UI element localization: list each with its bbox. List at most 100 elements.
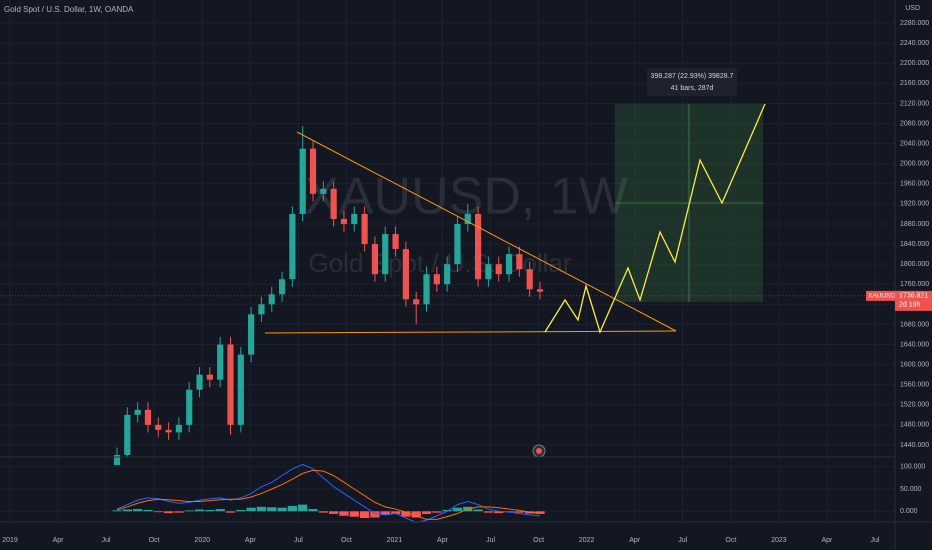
time-tick-label: Jul [102,537,111,544]
candle-body [227,344,234,425]
candle-body [475,213,482,280]
candle-body [526,269,533,290]
macd-histogram-bar [514,511,525,513]
macd-histogram-bar [287,505,298,512]
price-tick-label: 2240.000 [900,40,929,47]
time-tick-label: Apr [821,537,833,544]
price-tick-label: 1800.000 [900,261,929,268]
macd-histogram-bar [225,511,236,513]
candle-body [495,264,502,275]
candle-body [382,234,389,275]
symbol-tag [866,290,895,301]
price-tick-label: 1440.000 [900,442,929,449]
candle-body [175,424,182,433]
price-tick-label: 2000.000 [900,161,929,168]
symbol-tag-text: XAUUSD [868,293,895,300]
time-tick-label: 2019 [2,537,18,544]
time-tick-label: 2021 [387,537,403,544]
macd-histogram-bar [174,511,184,513]
time-tick-label: Jul [871,537,880,544]
candle-body [155,424,162,430]
price-tick-label: 1960.000 [900,181,929,188]
macd-histogram-bar [452,507,463,512]
macd-histogram-bar [390,511,401,514]
candle-body [433,274,440,285]
candle-body [258,304,265,315]
macd-histogram-bar [256,506,267,512]
candle-body [113,454,121,466]
macd-histogram-bar [215,509,225,512]
price-tick-label: 2040.000 [900,140,929,147]
macd-histogram-bar [163,511,174,514]
candle-body [351,213,358,224]
macd-histogram-bar [421,511,432,514]
candle-body [165,429,172,433]
indicator-tick-label: 0.000 [900,508,918,515]
candle-body [361,213,368,245]
time-tick-label: Jul [678,537,687,544]
measure-label-box [647,68,737,96]
time-tick-label: Apr [437,537,449,544]
symbol-header: Gold Spot / U.S. Dollar, 1W, OANDA [4,5,134,14]
price-tick-label: 1760.000 [900,281,929,288]
macd-histogram-bar [122,509,132,512]
macd-histogram-bar [267,507,277,512]
time-tick-label: Apr [53,537,65,544]
event-icon-dot [536,448,542,454]
macd-histogram-bar [432,511,442,513]
indicator-tick-label: 100.000 [900,464,925,471]
candle-body [516,254,523,270]
time-tick-label: Jul [486,537,495,544]
macd-histogram-bar [318,511,328,513]
price-tick-label: 1560.000 [900,382,929,389]
candle-body [248,314,255,355]
candle-body [340,218,348,224]
macd-histogram-bar [143,509,153,512]
macd-histogram-bar [153,511,163,513]
macd-histogram-bar [473,509,483,512]
price-tag-value: 1736.821 [899,293,928,300]
price-tick-label: 1480.000 [900,422,929,429]
indicator-tick-label: 50.000 [900,486,922,493]
trend-line-lower [264,330,677,334]
candle-body [505,254,513,275]
time-tick-label: Apr [629,537,641,544]
candle-body [454,223,461,265]
macd-histogram-bar [205,509,215,512]
time-tick-label: Oct [725,537,736,544]
candle-body [413,299,420,305]
candle-body [371,244,379,275]
candle-body [196,374,203,390]
time-tick-label: 2023 [771,537,787,544]
price-tag-countdown: 2d 19h [899,302,921,309]
price-tick-label: 1680.000 [900,321,929,328]
macd-histogram-bar [442,509,452,512]
macd-histogram-bar [298,504,308,512]
time-tick-label: 2022 [579,537,595,544]
macd-histogram-bar [112,510,122,512]
price-tick-label: 2160.000 [900,80,929,87]
price-tick-label: 2200.000 [900,60,929,67]
candle-body [124,414,131,455]
signal-line [116,469,541,520]
price-tick-label: 2120.000 [900,100,929,107]
trend-line-upper [296,131,677,332]
macd-histogram-bar [339,511,349,516]
macd-histogram-bar [494,511,504,514]
candle-body [392,234,399,250]
candle-body [278,279,286,295]
macd-histogram-bar [308,509,318,512]
price-tick-label: 2080.000 [900,120,929,127]
candle-body [464,213,471,224]
candle-body [444,264,451,285]
macd-histogram-bar [401,511,411,517]
candle-body [485,264,492,280]
projection-path [544,103,766,334]
candle-body [134,409,141,415]
price-tick-label: 2280.000 [900,20,929,27]
candle-body [536,289,544,292]
candle-body [423,274,430,305]
price-tick-label: 1880.000 [900,221,929,228]
